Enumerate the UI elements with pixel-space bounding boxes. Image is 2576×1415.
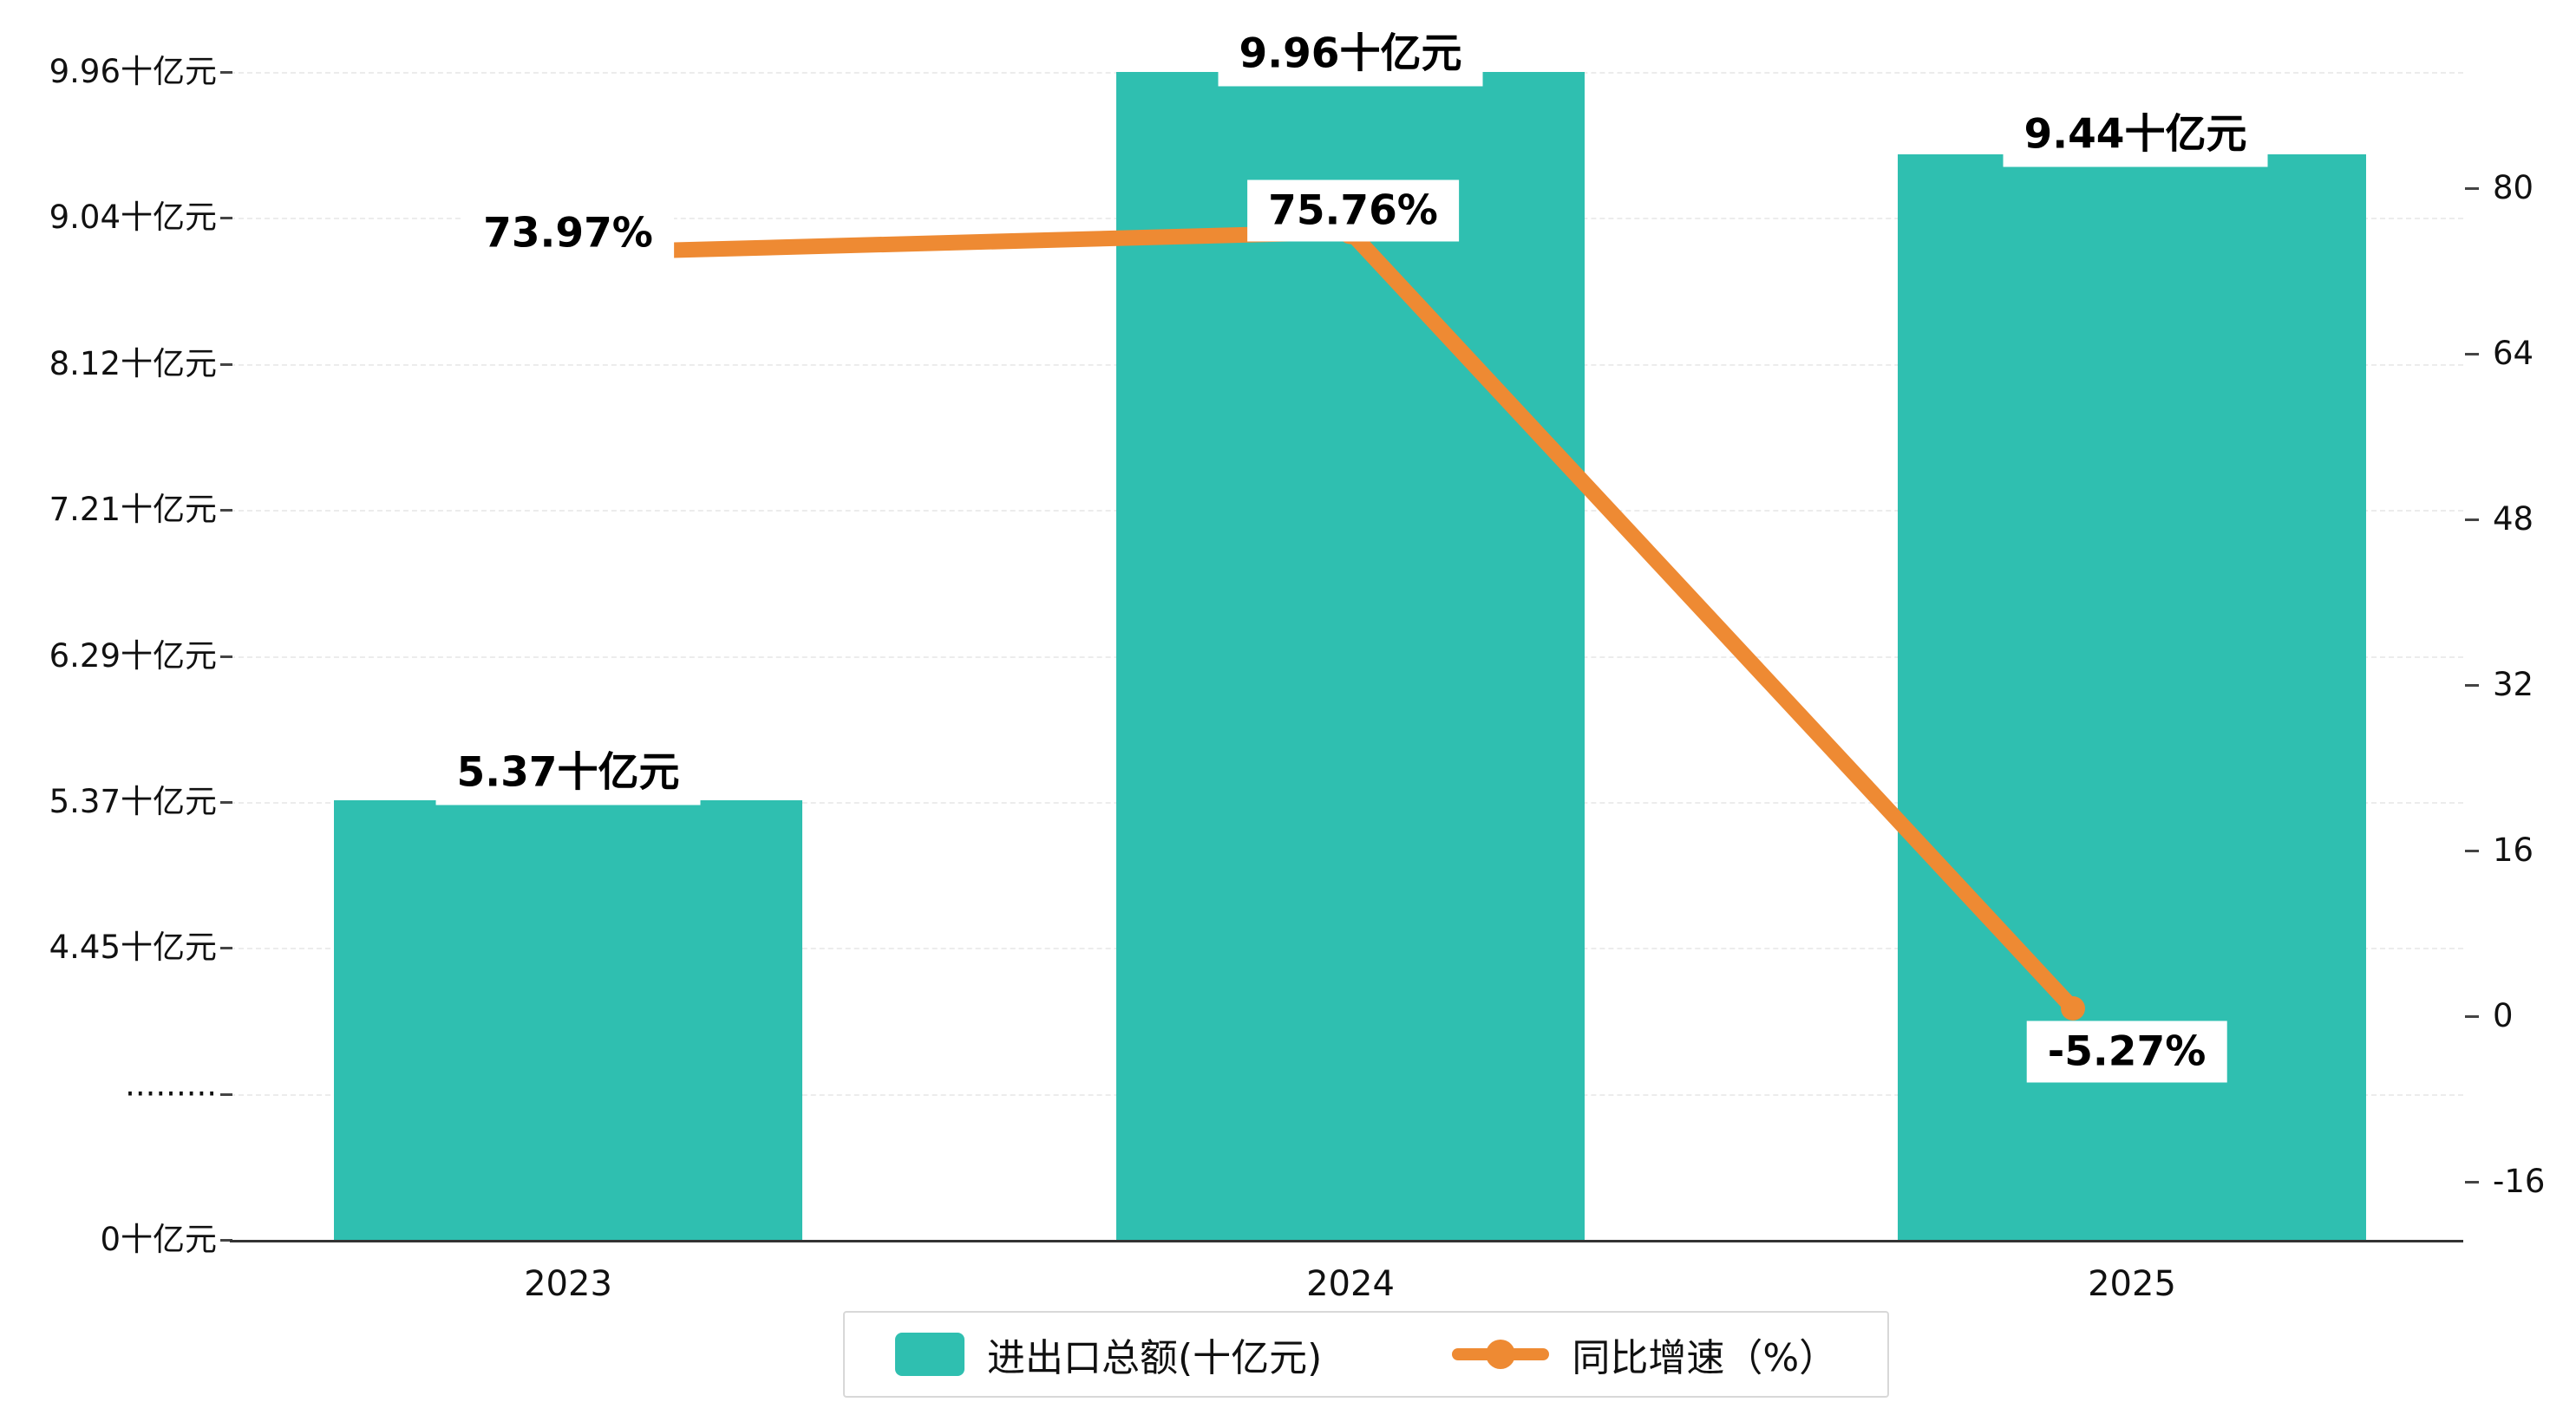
right-axis-tick-mark (2465, 850, 2479, 852)
left-axis-tick-label: ········· (125, 1074, 217, 1112)
left-axis-tick-label: 7.21十亿元 (49, 491, 217, 529)
bar-value-label: 9.44十亿元 (2003, 93, 2268, 167)
right-axis-tick-label: 80 (2493, 169, 2534, 206)
left-axis-tick-mark (220, 947, 232, 950)
left-axis-tick-label: 9.96十亿元 (49, 53, 217, 90)
left-axis-tick-mark (220, 1239, 232, 1242)
line-value-label: 73.97% (462, 202, 674, 264)
left-axis-tick-mark (220, 71, 232, 74)
yoy-growth-line (650, 224, 2081, 1016)
line-value-label: 75.76% (1247, 179, 1459, 242)
bar-value-label: 5.37十亿元 (435, 731, 701, 805)
right-axis-tick-mark (2465, 684, 2479, 687)
right-axis-tick-mark (2465, 353, 2479, 355)
legend-item-yoy-growth[interactable]: 同比增速（%） (1452, 1327, 1837, 1382)
bar-series-swatch-icon (895, 1333, 964, 1376)
left-axis-tick-mark (220, 217, 232, 220)
left-axis-tick-label: 6.29十亿元 (49, 636, 217, 675)
line-point-marker (2061, 996, 2085, 1020)
right-axis-tick-label: 0 (2493, 997, 2514, 1034)
right-axis-tick-mark (2465, 1015, 2479, 1018)
x-axis-line (230, 1240, 2463, 1242)
bar-2024 (1116, 72, 1585, 1240)
left-axis-tick-label: 9.04十亿元 (49, 199, 217, 237)
right-axis-tick-mark (2465, 187, 2479, 190)
right-axis-tick-label: 48 (2493, 500, 2534, 538)
line-dot-icon (1486, 1340, 1516, 1369)
left-axis-tick-mark (220, 801, 232, 804)
bar-2023 (334, 800, 802, 1240)
bar-value-label: 9.96十亿元 (1218, 12, 1483, 87)
left-axis-tick-label: 4.45十亿元 (49, 929, 217, 967)
line-series-swatch-icon (1452, 1340, 1550, 1369)
legend-item-import-export-total[interactable]: 进出口总额(十亿元) (895, 1327, 1322, 1382)
left-axis-tick-mark (220, 655, 232, 658)
left-axis-tick-label: 5.37十亿元 (49, 783, 217, 820)
x-axis-label: 2024 (1306, 1264, 1395, 1304)
legend-label-bar-series: 进出口总额(十亿元) (987, 1336, 1323, 1380)
right-axis-tick-label: 16 (2493, 831, 2534, 869)
x-axis-label: 2025 (2088, 1264, 2176, 1304)
left-axis-tick-mark (220, 1092, 232, 1096)
right-axis-tick-label: 32 (2493, 666, 2534, 703)
left-axis-tick-mark (220, 509, 232, 512)
legend-label-line-series: 同比增速（%） (1572, 1336, 1838, 1380)
left-axis-tick-mark (220, 362, 232, 366)
right-axis-tick-label: 64 (2493, 335, 2534, 372)
left-axis-tick-label: 8.12十亿元 (49, 344, 217, 382)
legend: 进出口总额(十亿元) 同比增速（%） (843, 1311, 1890, 1398)
right-axis-tick-mark (2465, 518, 2479, 521)
left-axis-tick-label: 0十亿元 (100, 1221, 217, 1259)
line-value-label: -5.27% (2026, 1020, 2227, 1083)
right-axis-tick-label: -16 (2493, 1163, 2546, 1200)
right-axis-tick-mark (2465, 1181, 2479, 1184)
x-axis-label: 2023 (524, 1264, 612, 1304)
